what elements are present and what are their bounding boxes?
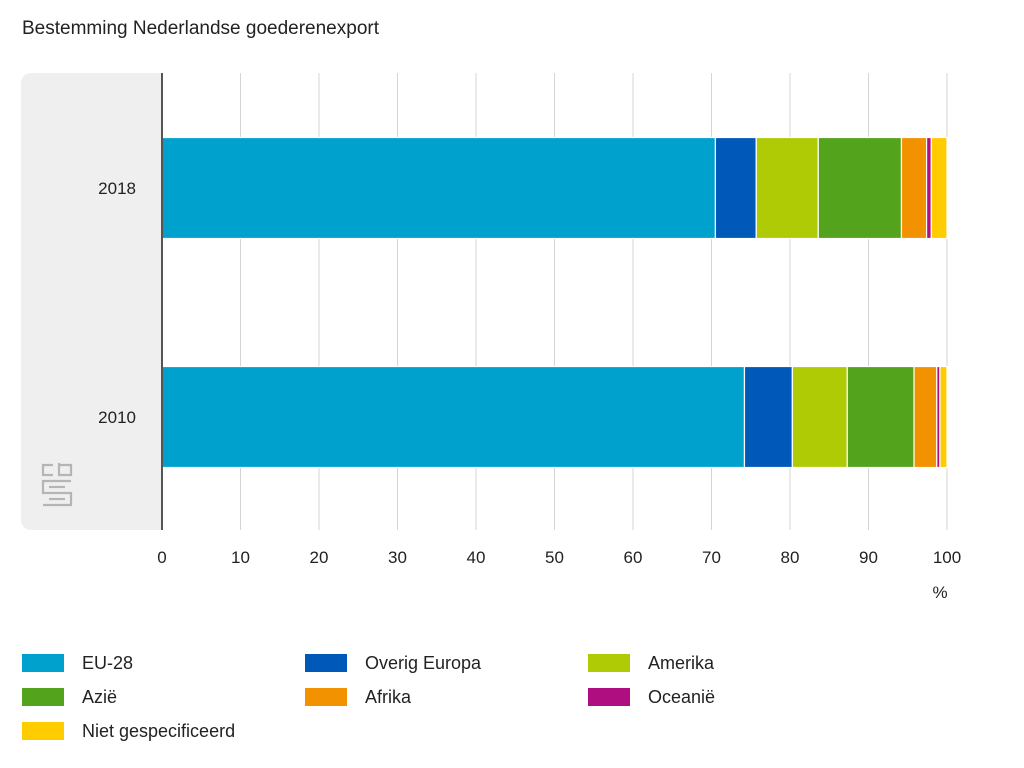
x-tick-label: 20 [310, 548, 329, 567]
legend-item: EU-28 [22, 652, 133, 674]
legend-label: Niet gespecificeerd [82, 720, 236, 741]
legend-item: Niet gespecificeerd [22, 720, 235, 742]
legend-swatch [305, 688, 347, 706]
x-tick-label: 60 [624, 548, 643, 567]
legend-swatch [588, 654, 630, 672]
x-tick-label: 40 [467, 548, 486, 567]
legend-item: Overig Europa [305, 652, 481, 674]
category-label: 2010 [98, 408, 136, 427]
legend-item: Oceanië [588, 686, 715, 708]
legend-item: Afrika [305, 686, 411, 708]
bar-segment [161, 365, 746, 469]
legend-swatch [22, 688, 64, 706]
bar-segment [817, 136, 903, 240]
x-tick-label: 0 [157, 548, 166, 567]
bar-segment [755, 136, 819, 240]
legend-swatch [22, 654, 64, 672]
x-tick-label: 10 [231, 548, 250, 567]
bar-segment [925, 136, 932, 240]
x-tick-label: 90 [859, 548, 878, 567]
legend-label: Overig Europa [365, 652, 482, 673]
x-tick-label: 30 [388, 548, 407, 567]
bar-segment [791, 365, 848, 469]
x-tick-labels: 0 10 20 30 40 50 60 70 80 90 100 [157, 548, 961, 567]
bar-segment [913, 365, 938, 469]
legend-label: Oceanië [648, 686, 716, 707]
bar-segment [743, 365, 793, 469]
x-tick-label: 50 [545, 548, 564, 567]
bar-segment [930, 136, 948, 240]
legend-swatch [22, 722, 64, 740]
bar-segment [714, 136, 757, 240]
bar-segment [161, 136, 717, 240]
stacked-bar-chart: 2018 2010 0 10 20 30 40 50 60 70 80 90 100 % [98, 73, 961, 602]
x-tick-label: 70 [702, 548, 721, 567]
chart-title: Bestemming Nederlandse goederenexport [22, 18, 379, 39]
legend-swatch [305, 654, 347, 672]
bar-segment [846, 365, 915, 469]
legend: EU-28 Overig Europa Amerika Azië Afrika Ocean… [22, 652, 882, 752]
legend-label: Afrika [365, 686, 412, 707]
x-tick-label: 80 [781, 548, 800, 567]
legend-label: Azië [82, 686, 118, 707]
cbs-logo-icon [41, 463, 73, 507]
x-axis-label: % [932, 583, 947, 602]
category-label: 2018 [98, 179, 136, 198]
bar-segment [900, 136, 928, 240]
legend-item: Azië [22, 686, 117, 708]
legend-swatch [588, 688, 630, 706]
bar-segment [939, 365, 948, 469]
legend-item: Amerika [588, 652, 714, 674]
category-axis-panel [21, 73, 163, 530]
category-labels: 2018 2010 [98, 179, 136, 427]
x-tick-label: 100 [933, 548, 961, 567]
legend-label: EU-28 [82, 652, 134, 673]
legend-label: Amerika [648, 652, 715, 673]
